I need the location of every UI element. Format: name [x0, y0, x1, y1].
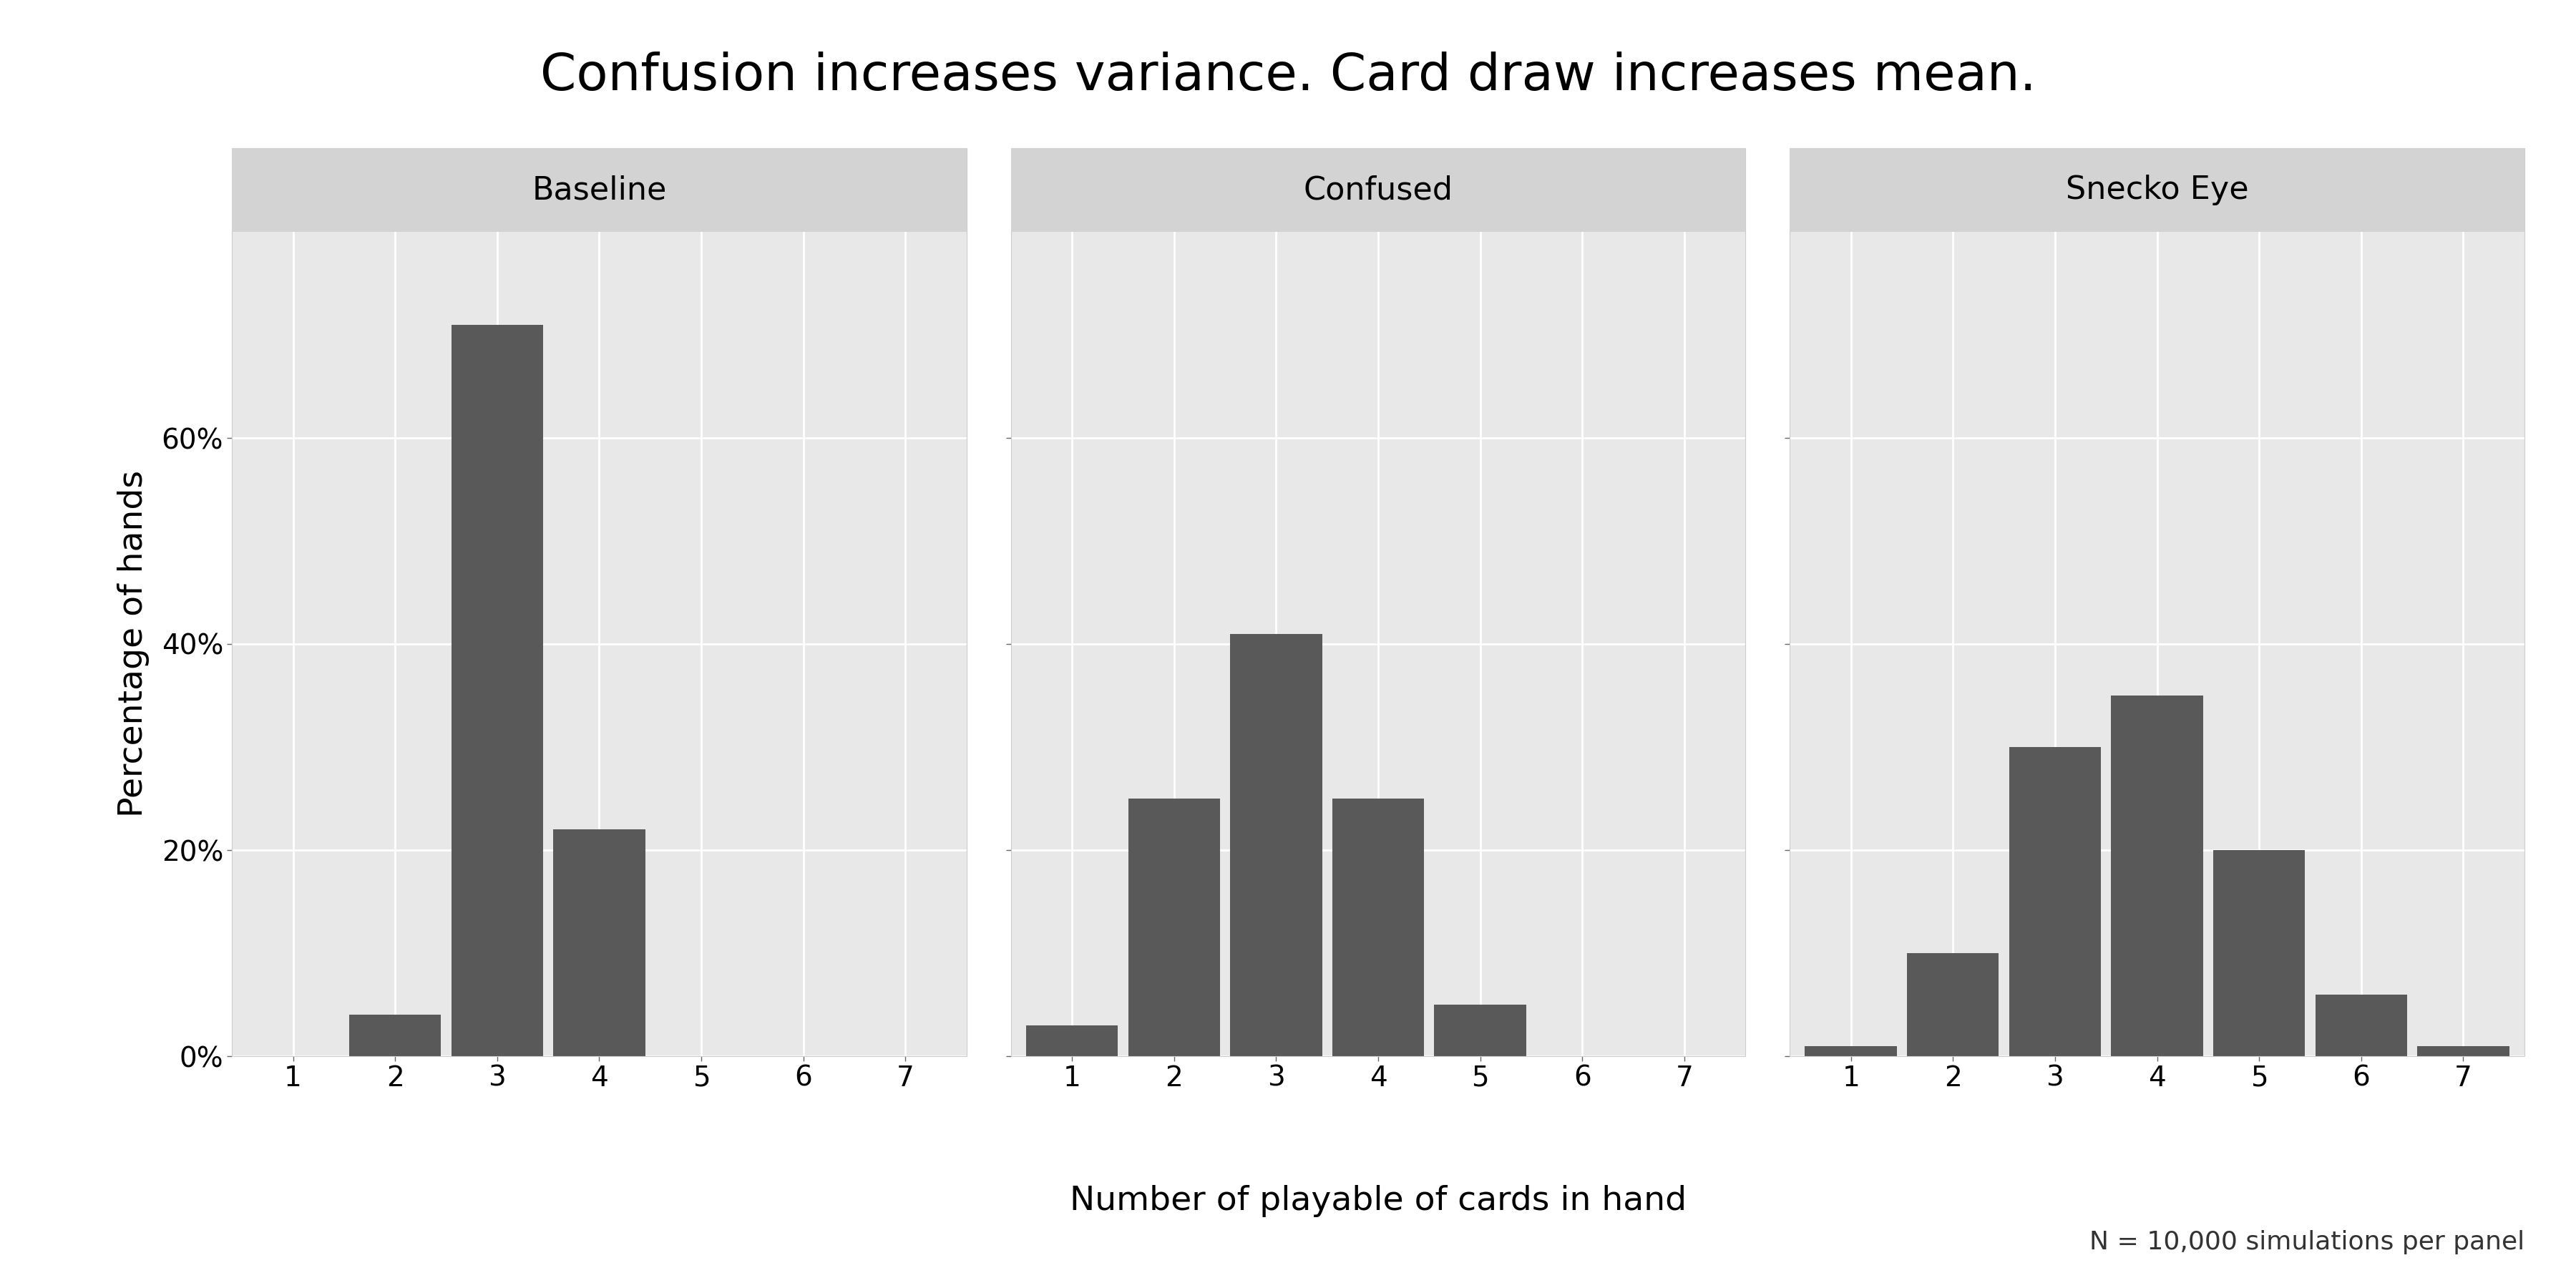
Bar [451, 325, 544, 1056]
Text: Snecko Eye: Snecko Eye [2066, 175, 2249, 205]
Bar [1128, 799, 1221, 1056]
Text: Confusion increases variance. Card draw increases mean.: Confusion increases variance. Card draw … [541, 52, 2035, 100]
Bar [1906, 953, 1999, 1056]
Bar [2213, 850, 2306, 1056]
Bar [1025, 1025, 1118, 1056]
Bar [350, 1015, 440, 1056]
Bar [1435, 1005, 1525, 1056]
Text: Baseline: Baseline [531, 175, 667, 205]
Bar [2416, 1046, 2509, 1056]
Text: N = 10,000 simulations per panel: N = 10,000 simulations per panel [2089, 1230, 2524, 1255]
Bar [1332, 799, 1425, 1056]
Bar [2009, 747, 2102, 1056]
Text: Confused: Confused [1303, 175, 1453, 205]
Bar [1806, 1046, 1896, 1056]
Y-axis label: Percentage of hands: Percentage of hands [118, 470, 149, 818]
Text: Number of playable of cards in hand: Number of playable of cards in hand [1069, 1185, 1687, 1217]
Bar [1231, 634, 1321, 1056]
Bar [554, 829, 644, 1056]
Bar [2316, 994, 2406, 1056]
Bar [2112, 696, 2202, 1056]
